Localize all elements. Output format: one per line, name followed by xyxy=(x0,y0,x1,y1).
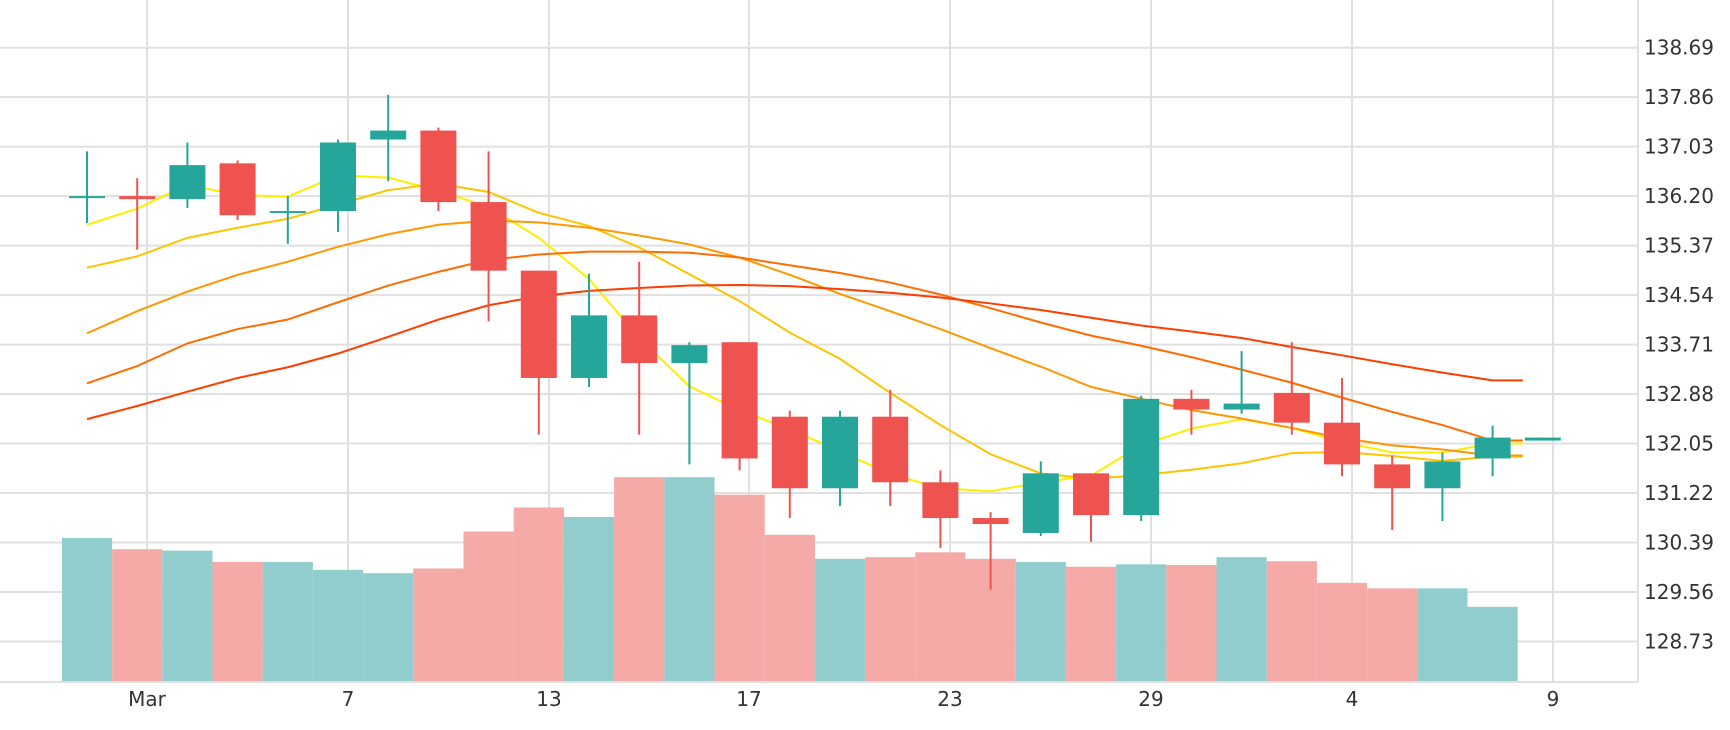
candle-body xyxy=(972,518,1009,525)
candle-body xyxy=(1123,398,1160,516)
candle-body xyxy=(922,482,959,519)
candle-layer xyxy=(69,94,1561,590)
candle-body xyxy=(119,196,156,200)
candle-body xyxy=(219,163,256,216)
candle-body xyxy=(269,211,306,214)
volume-bar xyxy=(1316,582,1368,682)
candle-body xyxy=(1073,473,1109,516)
volume-bar xyxy=(814,558,866,682)
candle-body xyxy=(69,196,105,199)
volume-bar xyxy=(463,531,514,682)
volume-bar xyxy=(1065,566,1117,682)
candle-body xyxy=(1173,398,1210,410)
x-tick-label: 4 xyxy=(1346,687,1359,711)
candle-body xyxy=(1223,403,1260,410)
x-tick-label: 13 xyxy=(536,687,561,711)
volume-bar xyxy=(1266,561,1317,682)
x-tick-label: 23 xyxy=(937,687,962,711)
x-tick-label: 9 xyxy=(1547,687,1560,711)
candle-body xyxy=(370,130,407,140)
volume-bar xyxy=(915,552,966,682)
candle-body xyxy=(671,345,708,364)
axis-layer: 138.69 137.86 137.03 136.20 135.37 134.54 133.… xyxy=(0,0,1714,711)
y-tick-label: 135.37 xyxy=(1644,234,1714,258)
volume-bar xyxy=(363,573,414,682)
volume-bar xyxy=(1467,606,1518,682)
volume-bar xyxy=(563,517,615,682)
x-tick-label: 29 xyxy=(1138,687,1163,711)
candle-body xyxy=(1474,437,1511,459)
volume-bar xyxy=(1417,588,1468,682)
volume-bar xyxy=(212,561,263,682)
candle-body xyxy=(169,165,206,200)
moving-average-line xyxy=(86,250,1523,442)
volume-bar xyxy=(764,534,815,682)
volume-bar xyxy=(714,494,765,682)
candle-body xyxy=(721,342,758,459)
candle-body xyxy=(1424,461,1461,489)
y-tick-label: 132.05 xyxy=(1644,432,1714,456)
y-tick-label: 128.73 xyxy=(1644,629,1714,653)
candle-body xyxy=(1524,437,1561,441)
y-tick-label: 129.56 xyxy=(1644,580,1714,604)
volume-bar xyxy=(312,569,364,682)
volume-bar xyxy=(262,561,313,682)
candle-body xyxy=(1324,422,1360,465)
y-tick-label: 133.71 xyxy=(1644,333,1714,357)
volume-bar xyxy=(413,568,464,682)
candle-body xyxy=(1022,473,1059,533)
y-tick-label: 136.20 xyxy=(1644,184,1714,208)
y-tick-label: 137.86 xyxy=(1644,85,1714,109)
x-tick-label: Mar xyxy=(128,687,167,711)
candle-body xyxy=(1273,392,1310,423)
volume-bar xyxy=(1015,561,1066,682)
volume-bar xyxy=(162,550,213,682)
candle-body xyxy=(320,142,356,212)
x-tick-label: 7 xyxy=(342,687,355,711)
candle-body xyxy=(1374,464,1411,489)
volume-bar xyxy=(664,477,715,682)
y-tick-label: 137.03 xyxy=(1644,135,1714,159)
moving-average-line xyxy=(86,219,1523,457)
y-tick-label: 134.54 xyxy=(1644,283,1714,307)
y-tick-label: 132.88 xyxy=(1644,382,1714,406)
volume-bar xyxy=(112,549,163,682)
candle-body xyxy=(621,315,658,364)
volume-bar xyxy=(513,507,564,682)
volume-bar xyxy=(614,477,665,682)
y-tick-label: 130.39 xyxy=(1644,531,1714,555)
moving-average-line xyxy=(86,283,1523,421)
candle-body xyxy=(822,416,858,489)
candle-body xyxy=(771,416,808,489)
candle-body xyxy=(872,416,909,483)
volume-bar xyxy=(1166,565,1217,682)
candle-body xyxy=(470,202,507,271)
volume-layer xyxy=(61,477,1518,682)
candle-body xyxy=(420,130,457,203)
x-tick-label: 17 xyxy=(736,687,761,711)
volume-bar xyxy=(1367,588,1418,682)
y-tick-label: 131.22 xyxy=(1644,481,1714,505)
y-tick-label: 138.69 xyxy=(1644,36,1714,60)
volume-bar xyxy=(1116,564,1167,682)
volume-bar xyxy=(1216,557,1267,682)
volume-bar xyxy=(865,557,916,682)
candle-body xyxy=(520,270,557,378)
volume-bar xyxy=(61,537,113,682)
candle-body xyxy=(571,315,607,378)
